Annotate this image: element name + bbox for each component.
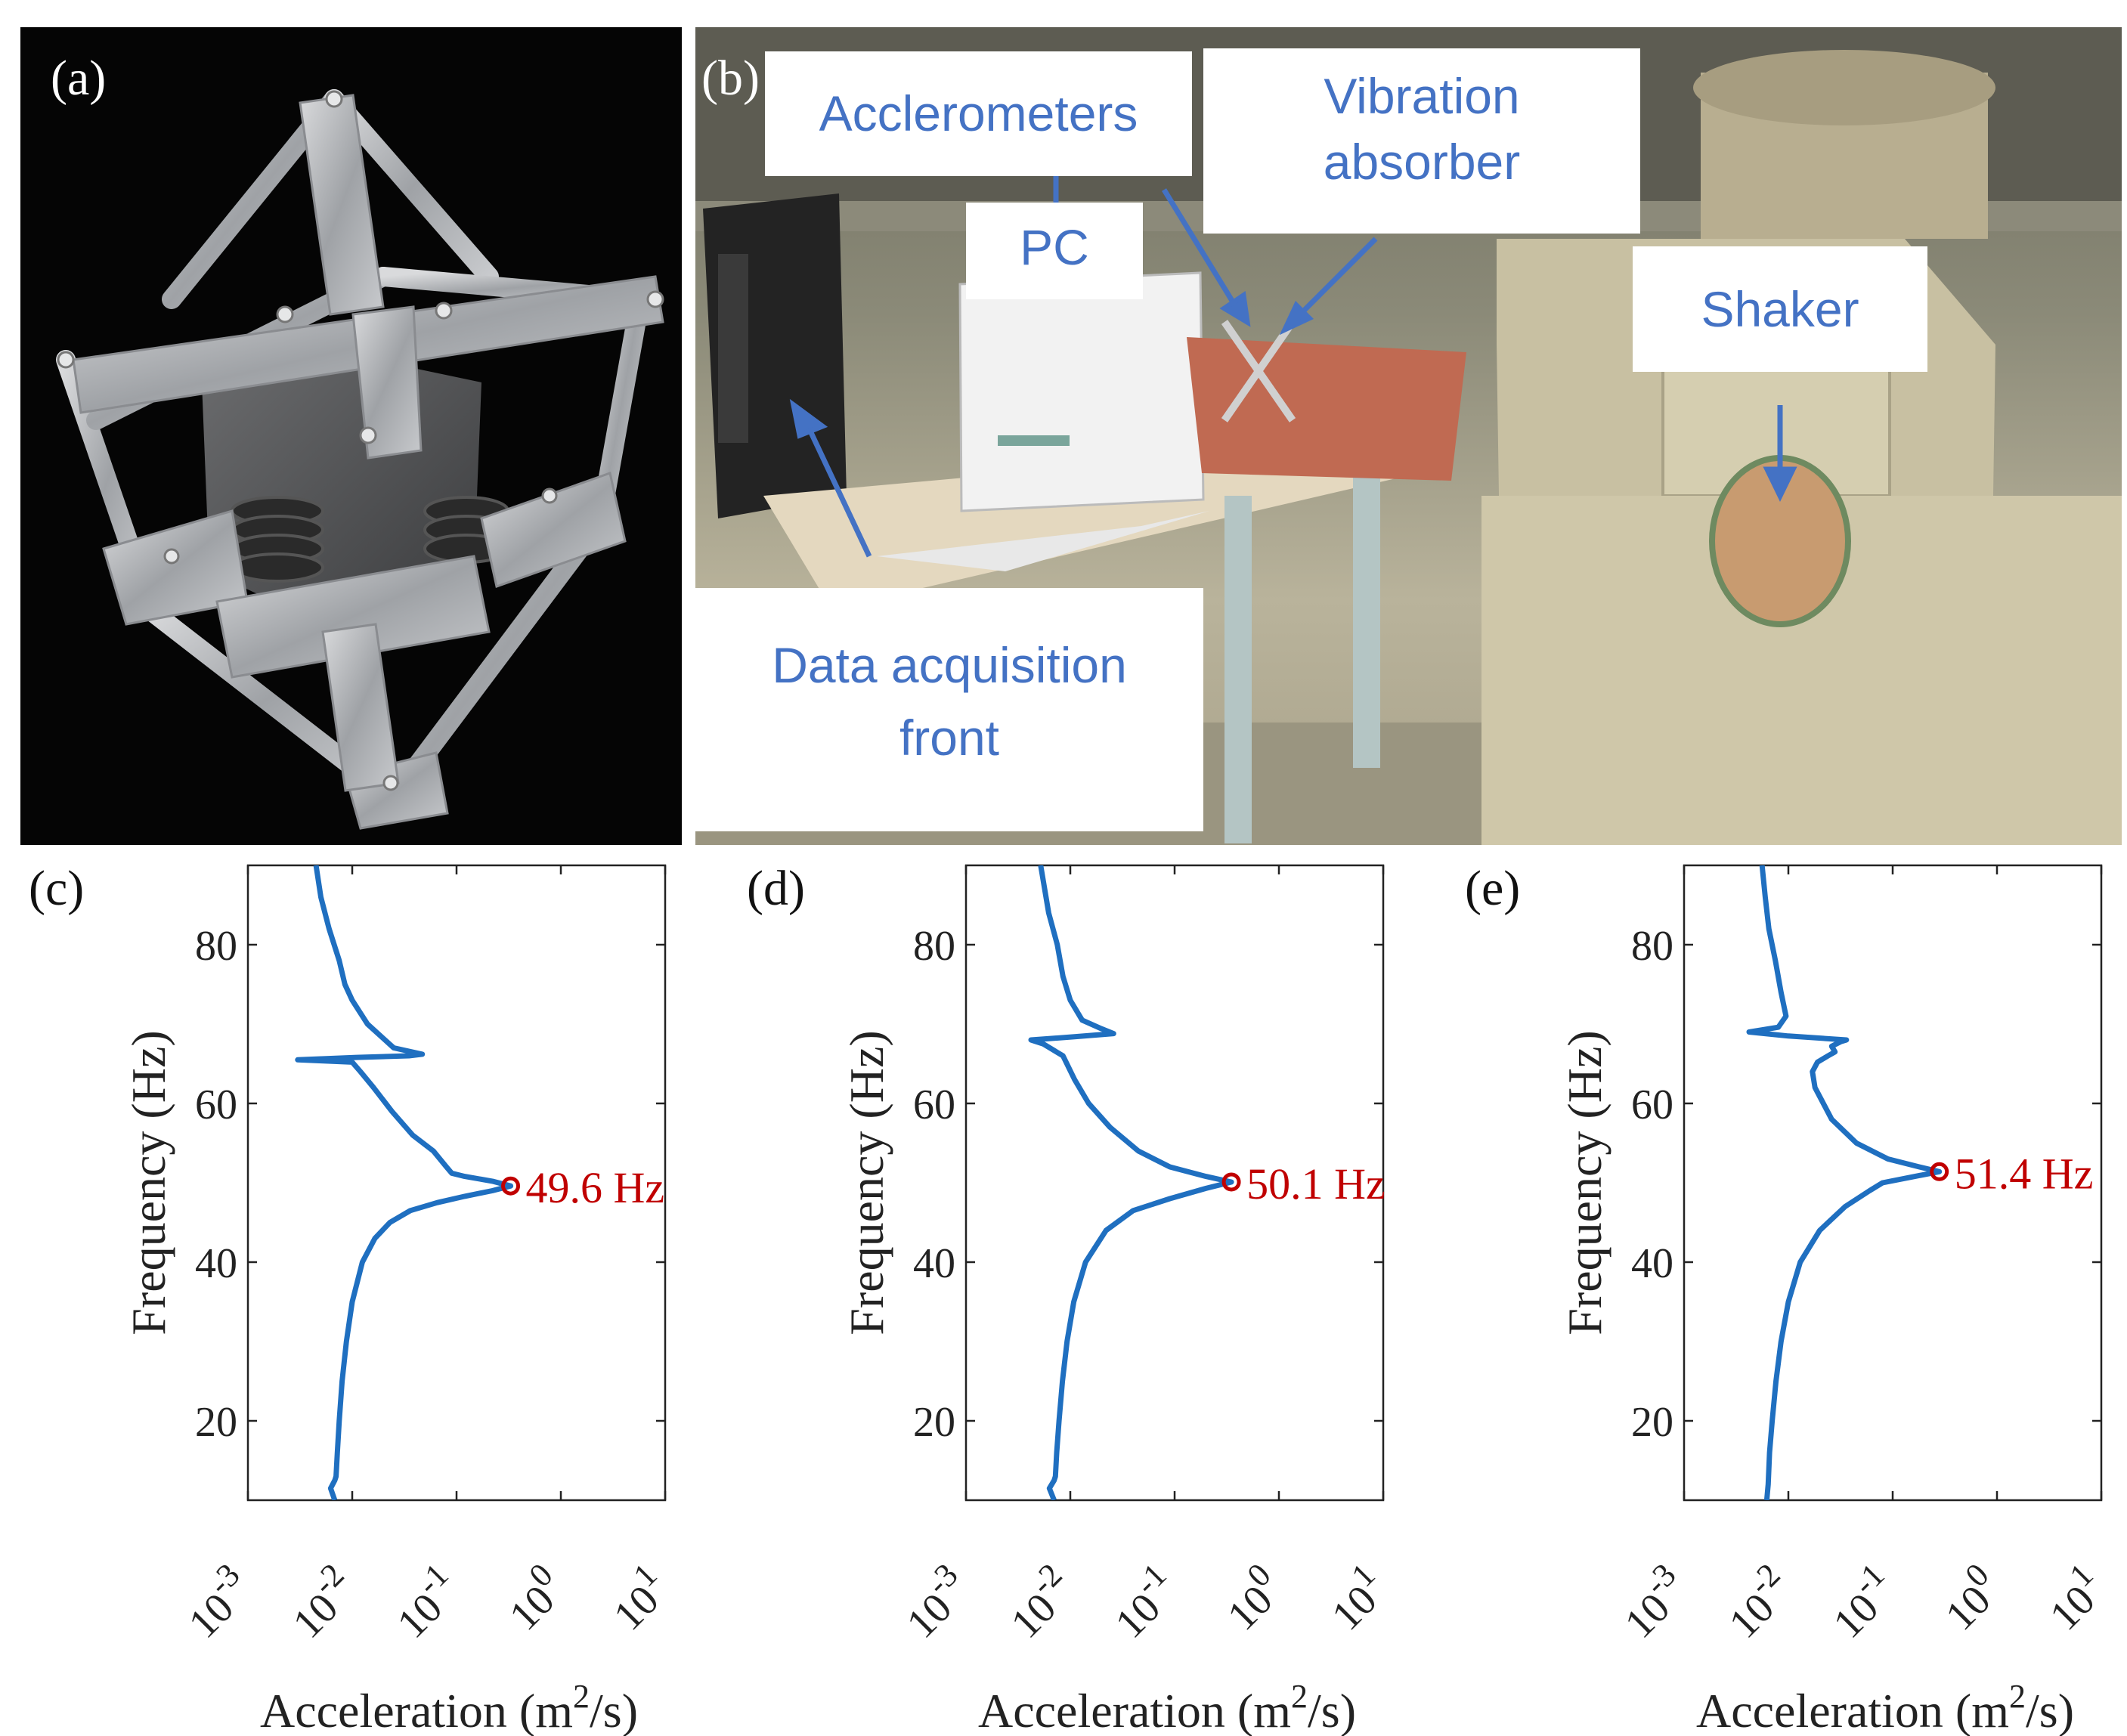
panel-label: (e) (1465, 861, 1520, 916)
x-tick-label: 10-2 (276, 1556, 367, 1648)
y-tick-label: 80 (913, 923, 955, 970)
callout-pc-text: PC (1020, 219, 1089, 275)
series-line (1028, 865, 1234, 1500)
x-axis-label: Acceleration (m2/s) (1696, 1678, 2074, 1736)
x-tick-label: 10-3 (172, 1556, 263, 1648)
chart-e: 20 40 60 80 10-310-210-1 100 101 Frequency (Hz)… (1465, 861, 2116, 1736)
callout-vibration-absorber-line2: absorber (1323, 134, 1521, 190)
peak-marker (1930, 1162, 1949, 1181)
callout-data-acquisition: Data acquisition front (695, 588, 1203, 831)
y-tick-label: 40 (913, 1240, 955, 1287)
x-tick-label: 101 (596, 1556, 680, 1639)
x-tick-label: 10-1 (1098, 1556, 1190, 1648)
x-tick-label: 10-1 (380, 1556, 472, 1648)
peak-label: 50.1 Hz (1246, 1159, 1385, 1208)
x-tick-label: 100 (1210, 1556, 1293, 1639)
x-tick-label: 10-1 (1816, 1556, 1908, 1648)
x-tick-label: 100 (492, 1556, 575, 1639)
callout-data-acquisition-line1: Data acquisition (772, 637, 1127, 693)
callout-vibration-absorber-line1: Vibration (1324, 68, 1520, 124)
callout-accelerometers: Acclerometers (765, 51, 1192, 176)
callout-vibration-absorber: Vibration absorber (1203, 48, 1640, 234)
y-tick-label: 60 (913, 1082, 955, 1128)
y-tick-label: 40 (1631, 1240, 1673, 1287)
x-tick-label: 101 (2033, 1556, 2116, 1639)
peak-label: 49.6 Hz (526, 1163, 665, 1212)
panel-label: (d) (747, 861, 805, 916)
peak-marker (501, 1176, 521, 1196)
x-tick-label: 10-3 (1608, 1556, 1699, 1648)
panel-label-a: (a) (51, 51, 107, 106)
peak-label: 51.4 Hz (1955, 1149, 2094, 1198)
series-line (295, 865, 514, 1500)
panel-label-b: (b) (701, 51, 760, 106)
callout-shaker: Shaker (1633, 246, 1927, 372)
x-tick-label: 10-3 (890, 1556, 981, 1648)
callout-shaker-text: Shaker (1701, 281, 1859, 337)
chart-d: 20 40 60 80 10-310-210-1 100 101 Frequency (Hz)… (747, 861, 1398, 1736)
peak-marker (1221, 1172, 1241, 1192)
x-axis-label: Acceleration (m2/s) (260, 1678, 638, 1736)
y-tick-label: 40 (195, 1240, 237, 1287)
y-axis-label: Frequency (Hz) (122, 1030, 175, 1335)
series-line (1746, 865, 1943, 1500)
y-axis-label: Frequency (Hz) (1558, 1030, 1612, 1335)
y-tick-label: 60 (195, 1082, 237, 1128)
x-tick-label: 10-2 (994, 1556, 1085, 1648)
x-tick-label: 10-2 (1712, 1556, 1803, 1648)
callout-pc: PC (966, 203, 1143, 299)
panel-label: (c) (29, 861, 84, 916)
y-tick-label: 80 (195, 923, 237, 970)
y-tick-label: 20 (913, 1399, 955, 1446)
photo-experimental-setup: (b) Acclerometers Vibration absorber PC … (695, 27, 2122, 845)
x-axis-label: Acceleration (m2/s) (978, 1678, 1356, 1736)
x-tick-label: 101 (1314, 1556, 1398, 1639)
photo-vibration-absorber-prototype: (a) (20, 27, 682, 845)
callout-data-acquisition-line2: front (899, 709, 1000, 766)
absorber-illustration (56, 89, 664, 830)
y-tick-label: 20 (195, 1399, 237, 1446)
chart-c: 20 40 60 80 10-310-210-1 100 101 Frequency (Hz)… (29, 861, 680, 1736)
x-tick-label: 100 (1928, 1556, 2011, 1639)
callout-accelerometers-text: Acclerometers (819, 85, 1138, 141)
y-tick-label: 20 (1631, 1399, 1673, 1446)
y-tick-label: 80 (1631, 923, 1673, 970)
y-tick-label: 60 (1631, 1082, 1673, 1128)
y-axis-label: Frequency (Hz) (840, 1030, 893, 1335)
